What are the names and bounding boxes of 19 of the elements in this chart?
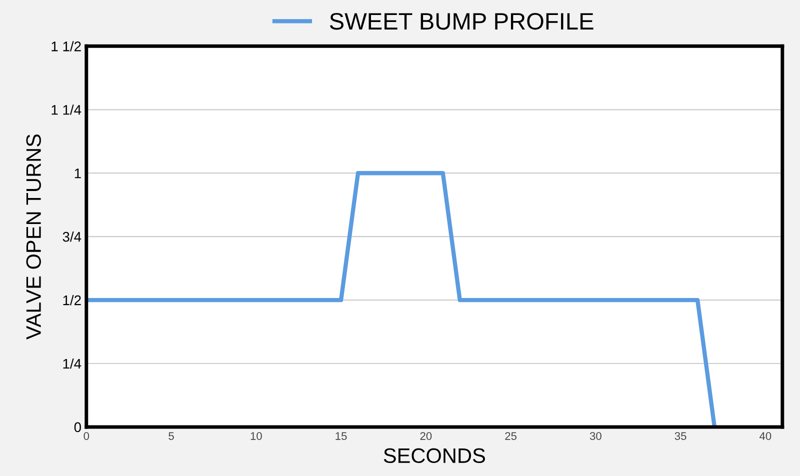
x-tick-label: 5 [168,432,174,440]
y-tick-label: 1/4 [63,358,82,369]
y-tick-label: 1 1/4 [52,104,82,115]
x-tick-label: 20 [420,432,432,440]
y-axis-title: VALVE OPEN TURNS [26,134,41,340]
x-tick-label: 10 [250,432,262,440]
y-tick-label: 1 [74,168,81,178]
legend-label: SWEET BUMP PROFILE [330,12,594,30]
x-axis-title: SECONDS [384,448,485,464]
y-tick-label: 3/4 [62,232,82,242]
x-tick-label: 35 [674,432,686,440]
x-tick-label: 25 [505,432,517,440]
y-tick-label: 1 1/2 [52,41,81,52]
x-tick-label: 0 [84,432,90,440]
x-tick-label: 30 [590,432,602,440]
x-tick-label: 15 [336,432,347,440]
y-tick-label: 0 [74,422,81,432]
x-tick-label: 40 [760,432,772,440]
y-tick-label: 1/2 [63,295,81,306]
